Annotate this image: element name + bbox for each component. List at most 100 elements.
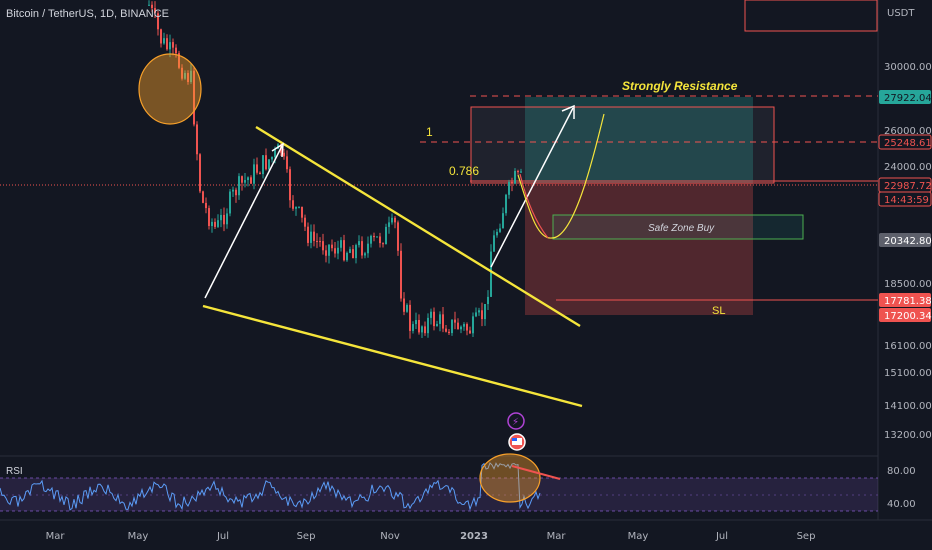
rsi-divergence-line [511, 465, 561, 480]
candle-body [403, 298, 405, 312]
candle-body [430, 311, 432, 318]
candle-body [181, 67, 183, 79]
candle-body [379, 236, 381, 244]
candle-body [229, 191, 231, 214]
candle-body [343, 240, 345, 261]
candle-body [301, 206, 303, 218]
candle-body [208, 208, 210, 227]
svg-text:25248.61: 25248.61 [884, 138, 932, 149]
candle-body [409, 304, 411, 331]
stop-zone [525, 183, 753, 315]
candle-body [391, 217, 393, 223]
candle-body [418, 320, 420, 333]
candle-body [253, 164, 255, 184]
top-resistance-box [744, 0, 878, 32]
candle-body [373, 235, 375, 238]
candle-body [190, 70, 192, 83]
price-tag: 27922.04 [879, 90, 932, 104]
candle-body [484, 304, 486, 320]
candle-body [220, 214, 222, 221]
svg-text:22987.72: 22987.72 [884, 181, 932, 192]
candle-body [217, 220, 219, 227]
candle-body [385, 226, 387, 245]
candle-body [199, 154, 201, 192]
candle-body [232, 189, 234, 192]
candle-body [235, 189, 237, 196]
candle-body [271, 156, 273, 160]
price-tick: 30000.00 [884, 62, 932, 73]
candle-body [151, 4, 153, 9]
candle-body [331, 244, 333, 249]
candle-body [397, 222, 399, 251]
resistance-label: Strongly Resistance [622, 79, 738, 93]
price-tick: 26000.00 [884, 126, 932, 137]
price-tick: 16100.00 [884, 341, 932, 352]
candle-body [196, 124, 198, 155]
candle-body [163, 38, 165, 44]
sl-label: SL [712, 305, 725, 317]
candle-body [490, 251, 492, 297]
candle-body [460, 326, 462, 330]
candle-body [307, 226, 309, 243]
candle-body [226, 213, 228, 225]
candle-body [202, 191, 204, 203]
price-tick: 15100.00 [884, 368, 932, 379]
candle-body [481, 310, 483, 320]
price-tag: 14:43:59 [878, 191, 932, 207]
wedge-upper-line [255, 125, 581, 328]
time-tick: Jul [715, 531, 728, 542]
candle-body [283, 152, 285, 157]
candle-body [469, 330, 471, 334]
rsi-label: RSI [6, 466, 23, 477]
candle-body [262, 155, 264, 175]
svg-text:⚡: ⚡ [512, 417, 519, 428]
svg-text:17200.34: 17200.34 [884, 311, 932, 322]
candle-body [433, 311, 435, 327]
price-tick: 24000.00 [884, 162, 932, 173]
currency-label: USDT [887, 8, 915, 19]
candle-body [442, 314, 444, 329]
price-tag: 25248.61 [878, 134, 932, 150]
candle-body [445, 328, 447, 332]
candle-body [427, 317, 429, 334]
time-tick: Sep [297, 531, 316, 542]
candle-body [166, 38, 168, 50]
candle-body [289, 169, 291, 201]
highlight-circle-rsi [479, 453, 541, 503]
candle-body [292, 200, 294, 209]
candle-body [250, 177, 252, 184]
svg-text:20342.80: 20342.80 [884, 236, 932, 247]
candle-body [436, 323, 438, 327]
candle-body [214, 221, 216, 227]
candle-body [241, 176, 243, 183]
candle-body [340, 240, 342, 248]
time-axis[interactable]: Mar May Jul Sep Nov 2023 Mar May Jul Sep [46, 531, 816, 542]
candle-body [274, 148, 276, 157]
candle-body [454, 319, 456, 323]
symbol-header[interactable]: Bitcoin / TetherUS, 1D, BINANCE [6, 8, 170, 20]
candle-body [286, 156, 288, 170]
candle-body [259, 172, 261, 175]
candle-body [256, 164, 258, 173]
arrow-left [204, 142, 284, 299]
candle-body [205, 202, 207, 209]
candle-body [304, 217, 306, 227]
candle-body [472, 316, 474, 334]
candle-body [352, 249, 354, 259]
candle-body [421, 326, 423, 333]
lightning-icon[interactable] [507, 412, 525, 430]
candle-body [475, 312, 477, 317]
candle-body [154, 8, 156, 14]
candle-body [364, 253, 366, 256]
candle-body [313, 231, 315, 241]
candle-body [175, 47, 177, 54]
candle-body [337, 247, 339, 254]
candle-body [316, 240, 318, 242]
candle-body [187, 73, 189, 83]
candle-body [388, 222, 390, 227]
svg-text:14:43:59: 14:43:59 [884, 195, 929, 206]
svg-text:17781.38: 17781.38 [884, 296, 932, 307]
time-tick: May [128, 531, 149, 542]
wedge-lower-line [202, 304, 583, 408]
